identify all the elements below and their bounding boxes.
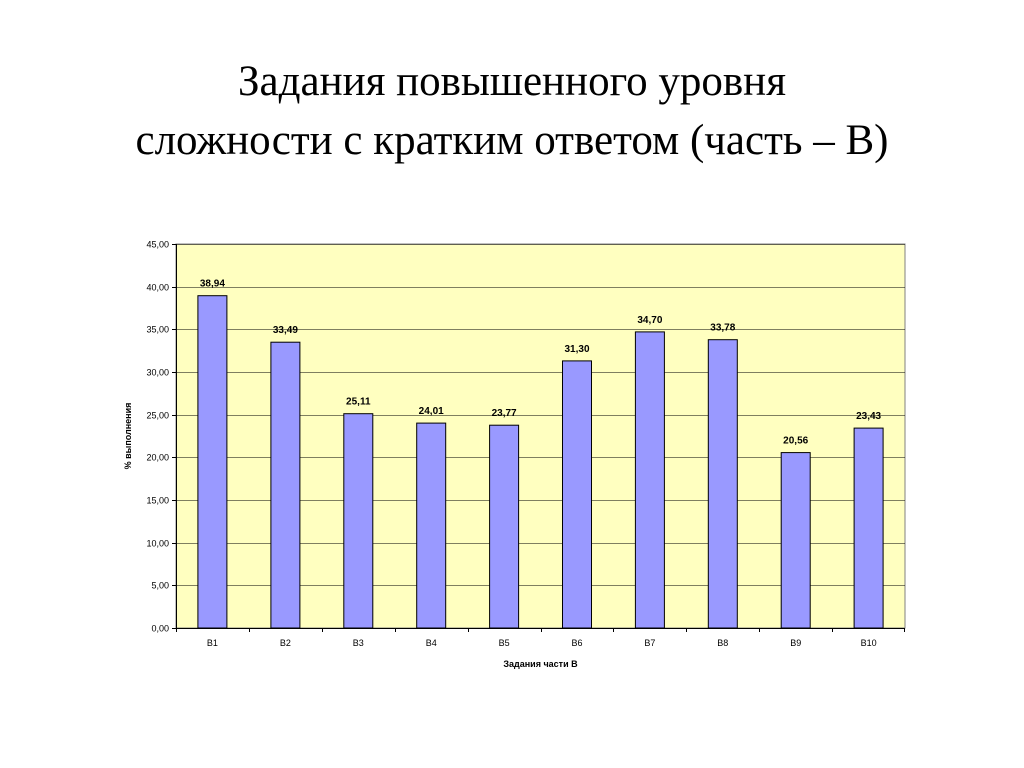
x-tick-label: В3 <box>353 638 364 648</box>
x-tick-label: В10 <box>861 638 877 648</box>
data-label: 23,43 <box>856 411 881 422</box>
slide-title: Задания повышенного уровня сложности с к… <box>0 52 1024 170</box>
y-tick-label: 25,00 <box>146 411 169 421</box>
bar <box>270 341 301 629</box>
y-tick-label: 30,00 <box>146 368 169 378</box>
bar <box>343 413 374 629</box>
x-axis-ticks: В1 В2 В3 В4 В5 В6 В7 В8 В9 В10 <box>176 628 905 648</box>
axes <box>176 244 905 629</box>
x-tick-label: В1 <box>207 638 218 648</box>
y-tick-label: 10,00 <box>146 539 169 549</box>
y-tick-label: 35,00 <box>146 325 169 335</box>
y-tick-label: 20,00 <box>146 453 169 463</box>
y-tick-label: 0,00 <box>151 624 169 634</box>
x-tick-label: В2 <box>280 638 291 648</box>
slide-title-line-1: Задания повышенного уровня <box>238 58 786 105</box>
data-label: 38,94 <box>200 279 225 290</box>
x-tick-label: В6 <box>571 638 582 648</box>
data-label: 24,01 <box>419 406 444 417</box>
x-tick-label: В4 <box>426 638 437 648</box>
x-tick-label: В8 <box>717 638 728 648</box>
x-axis-title: Задания части В <box>503 659 578 669</box>
data-label: 25,11 <box>346 397 371 408</box>
bars: 38,94 33,49 25,11 24,01 23,77 31,30 34,70 33,78… <box>197 279 884 629</box>
bar <box>853 427 884 629</box>
data-label: 31,30 <box>564 344 589 355</box>
x-tick-label: В5 <box>499 638 510 648</box>
bar <box>634 331 665 629</box>
bar <box>489 424 520 629</box>
data-label: 33,49 <box>273 325 298 336</box>
data-label: 33,78 <box>710 323 735 334</box>
y-tick-label: 5,00 <box>151 581 169 591</box>
data-label: 20,56 <box>783 436 808 447</box>
y-tick-label: 40,00 <box>146 283 169 293</box>
bar <box>416 422 447 629</box>
y-tick-label: 45,00 <box>146 240 169 250</box>
x-tick-label: В9 <box>790 638 801 648</box>
bar <box>780 452 811 629</box>
slide-title-line-2: сложности с кратким ответом (часть – В) <box>135 117 889 164</box>
bar <box>707 339 738 629</box>
bar <box>562 360 592 629</box>
y-axis-title: % выполнения <box>123 403 133 470</box>
y-axis-ticks: 0,00 5,00 10,00 15,00 20,00 25,00 30,00 35,00 40… <box>146 240 176 634</box>
bar <box>197 295 228 629</box>
y-tick-label: 15,00 <box>146 496 169 506</box>
x-tick-label: В7 <box>644 638 655 648</box>
data-label: 23,77 <box>492 408 517 419</box>
data-label: 34,70 <box>637 315 662 326</box>
